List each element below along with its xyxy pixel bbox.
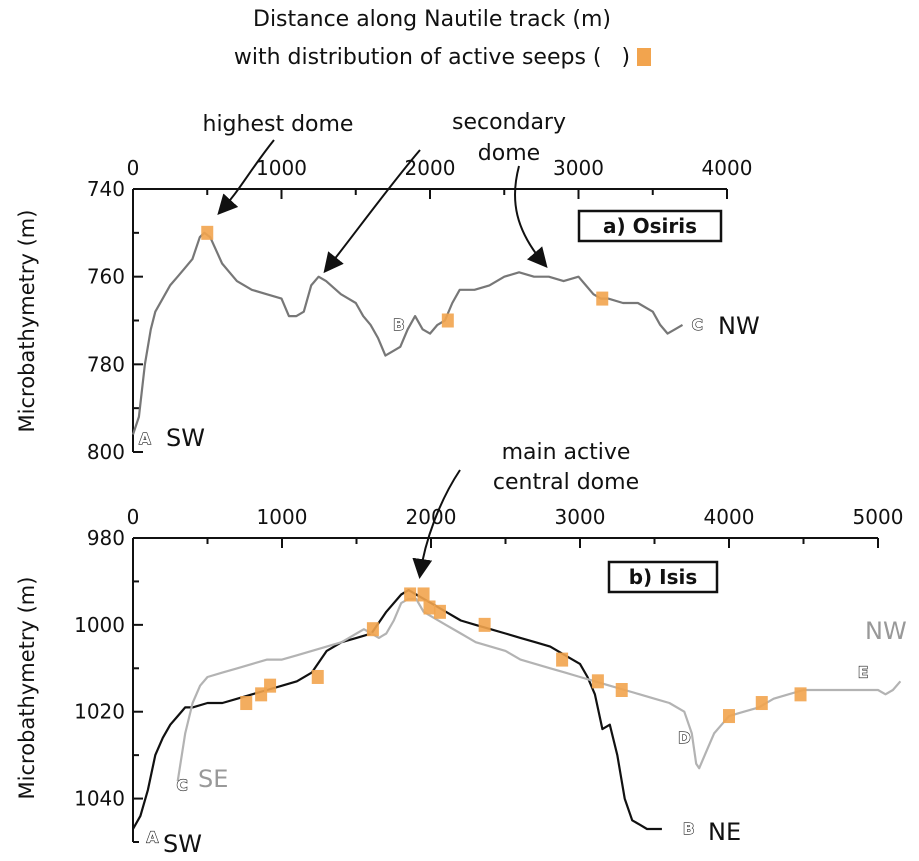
x-tick-label: 4000 [702, 156, 753, 180]
x-tick-label: 2000 [405, 156, 456, 180]
series-line [131, 231, 684, 435]
header-line-2-end: ) [622, 45, 631, 70]
x-tick-label: 4000 [704, 505, 755, 529]
header-seep-swatch [605, 45, 612, 70]
panel-b-x-ticks: 0 1000 2000 3000 4000 5000 [127, 505, 904, 548]
seep-marker [441, 313, 454, 328]
x-tick-label: 0 [127, 156, 140, 180]
seep-marker [794, 687, 807, 702]
y-tick-label: 740 [87, 177, 125, 201]
panel-a-y-axis-label: Microbathymetry (m) [15, 210, 39, 433]
annotation-main-active-2: central dome [493, 470, 639, 495]
panel-b-label-sw: SW [163, 830, 202, 858]
seep-marker [417, 587, 430, 602]
panel-b-seeps [240, 587, 807, 724]
y-tick-label: 980 [87, 526, 125, 550]
point-letter-marker: C [177, 777, 188, 795]
y-tick-label: 760 [87, 265, 125, 289]
seep-marker [201, 225, 214, 240]
y-tick-label: 780 [87, 352, 125, 376]
y-tick-label: 800 [87, 440, 125, 464]
panel-a-osiris: 0 1000 2000 3000 4000 740 760 780 800 Microbath… [15, 110, 760, 464]
panel-b-title: b) Isis [629, 565, 698, 589]
annotation-main-active-arrow [412, 469, 461, 579]
annotation-secondary-1: secondary [452, 110, 566, 135]
header-line-2: with distribution of active seeps ( ) [234, 45, 630, 70]
panel-b-label-nw: NW [865, 617, 907, 645]
seep-marker [404, 587, 417, 602]
point-letter-marker: A [147, 829, 159, 847]
panel-b-y-ticks: 980 1000 1020 1040 [74, 526, 143, 843]
panel-a-markers: A B C [138, 315, 703, 448]
seep-marker [366, 622, 379, 637]
header-line-2-text: with distribution of active seeps ( [234, 45, 602, 70]
annotation-secondary-arrow-left [323, 149, 421, 274]
series-line [132, 588, 662, 831]
seep-marker [591, 674, 604, 689]
point-letter-marker: A [139, 430, 151, 448]
series-line [176, 597, 902, 782]
x-tick-label: 1000 [257, 505, 308, 529]
seep-marker [478, 617, 491, 632]
panel-a-x-ticks: 0 1000 2000 3000 4000 [127, 156, 753, 199]
annotation-secondary-arrow-right [513, 165, 548, 269]
seep-marker [755, 696, 768, 711]
seep-marker [556, 652, 569, 667]
annotation-secondary-2: dome [478, 141, 540, 166]
x-tick-label: 3000 [555, 505, 606, 529]
header-seep-icon [637, 48, 651, 66]
panel-b-isis: 0 1000 2000 3000 4000 5000 980 1000 1020 1040 Mi… [15, 440, 907, 858]
point-letter-marker: B [393, 316, 404, 334]
seep-marker [433, 604, 446, 619]
seep-marker [311, 669, 324, 684]
seep-marker [264, 678, 277, 693]
panel-b-label-se: SE [198, 765, 228, 793]
y-tick-label: 1000 [74, 613, 125, 637]
seep-marker [240, 696, 253, 711]
x-tick-label: 3000 [553, 156, 604, 180]
panel-b-title-box [607, 560, 719, 594]
x-tick-label: 5000 [853, 505, 904, 529]
x-tick-label: 1000 [256, 156, 307, 180]
seep-marker [423, 600, 436, 615]
point-letter-marker: B [683, 820, 694, 838]
panel-a-label-end: NW [718, 312, 760, 340]
seep-marker [596, 291, 609, 306]
panel-a-title-box [577, 209, 723, 243]
y-tick-label: 1040 [74, 787, 125, 811]
point-letter-marker: C [692, 316, 703, 334]
point-letter-marker: E [858, 664, 868, 682]
panel-b-y-axis-label: Microbathymetry (m) [15, 577, 39, 800]
point-letter-marker: D [678, 729, 690, 747]
panel-a-seeps [201, 225, 609, 328]
seep-marker [723, 709, 735, 724]
panel-b-markers: A C B D E [146, 663, 869, 847]
panel-a-y-ticks: 740 760 780 800 [87, 177, 143, 464]
panel-b-label-ne: NE [708, 818, 741, 846]
panel-a-title: a) Osiris [603, 214, 697, 238]
annotation-highest-dome-arrow [217, 139, 275, 215]
x-tick-label: 0 [127, 505, 140, 529]
y-tick-label: 1020 [74, 700, 125, 724]
annotation-main-active-1: main active [502, 440, 631, 465]
panel-a-series [131, 231, 684, 435]
x-tick-label: 2000 [406, 505, 457, 529]
header-line-1: Distance along Nautile track (m) [253, 7, 611, 32]
annotation-highest-dome: highest dome [203, 112, 354, 137]
seep-marker [615, 683, 628, 697]
panel-a-label-start: SW [166, 424, 205, 452]
